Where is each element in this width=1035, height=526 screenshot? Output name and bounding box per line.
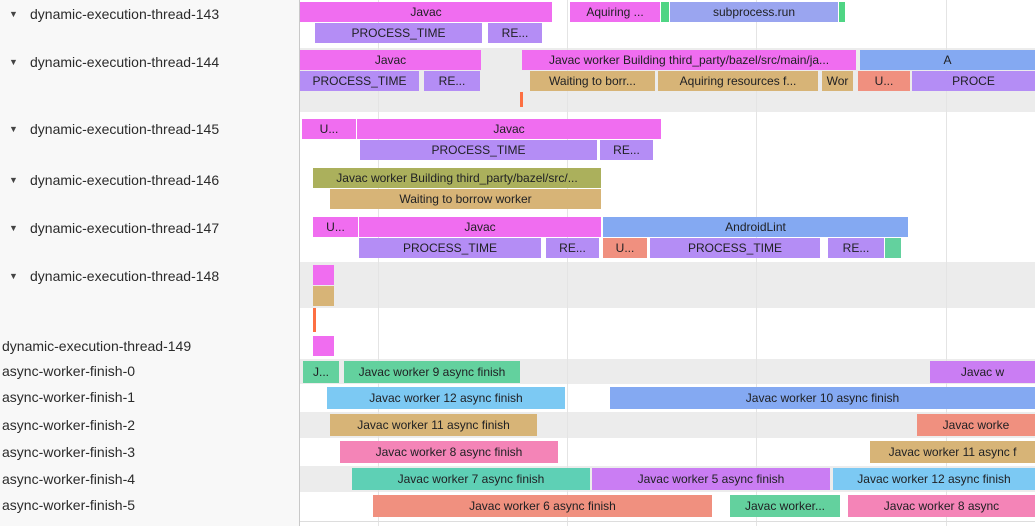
trace-slice[interactable]: U... [858, 71, 910, 91]
trace-slice[interactable]: Javac worker... [730, 495, 840, 517]
trace-slice[interactable]: PROCESS_TIME [360, 140, 597, 160]
trace-slice[interactable]: Aquiring ... [570, 2, 660, 22]
trace-slice[interactable]: RE... [546, 238, 599, 258]
trace-slice[interactable]: RE... [828, 238, 884, 258]
trace-slice[interactable]: Javac worker 12 async finish [327, 387, 565, 409]
trace-slice[interactable]: Javac worker 9 async finish [344, 361, 520, 383]
trace-slice[interactable] [313, 265, 334, 285]
gridline [378, 0, 379, 526]
trace-slice[interactable]: Javac worker 10 async finish [610, 387, 1035, 409]
trace-slice[interactable]: U... [603, 238, 647, 258]
gridline [946, 0, 947, 526]
trace-slice[interactable]: Javac worker Building third_party/bazel/… [522, 50, 856, 70]
track-name: async-worker-finish-0 [2, 363, 136, 379]
track-label-row[interactable]: ▼ dynamic-execution-thread-145 [0, 119, 298, 139]
gridline [567, 0, 568, 526]
trace-slice[interactable]: Javac worker Building third_party/bazel/… [313, 168, 601, 188]
track-label-row[interactable]: async-worker-finish-2 [0, 415, 298, 435]
trace-slice[interactable]: PROCESS_TIME [300, 71, 419, 91]
trace-slice[interactable]: Javac [359, 217, 601, 237]
track-name: async-worker-finish-1 [2, 389, 136, 405]
trace-slice[interactable]: Javac worker 8 async finish [340, 441, 558, 463]
trace-slice[interactable]: A [860, 50, 1035, 70]
collapse-triangle-icon[interactable]: ▼ [9, 271, 18, 281]
track-name: dynamic-execution-thread-146 [30, 172, 220, 188]
trace-slice[interactable]: U... [302, 119, 356, 139]
track-label-row[interactable]: ▼ dynamic-execution-thread-147 [0, 218, 298, 238]
trace-slice[interactable]: PROCESS_TIME [359, 238, 541, 258]
trace-slice[interactable] [661, 2, 669, 22]
trace-slice[interactable]: Javac worker 6 async finish [373, 495, 712, 517]
track-name: dynamic-execution-thread-144 [30, 54, 220, 70]
trace-slice[interactable]: Javac [300, 2, 552, 22]
trace-slice[interactable] [313, 286, 334, 306]
trace-slice[interactable]: Javac worker 11 async f [870, 441, 1035, 463]
track-background-band [300, 262, 1035, 308]
track-name: async-worker-finish-3 [2, 444, 136, 460]
track-label-row[interactable]: ▼ dynamic-execution-thread-146 [0, 170, 298, 190]
trace-slice[interactable]: Javac [300, 50, 481, 70]
trace-slice[interactable]: subprocess.run [670, 2, 838, 22]
gridline [756, 0, 757, 526]
track-label-row[interactable]: async-worker-finish-0 [0, 361, 298, 381]
track-name: dynamic-execution-thread-148 [30, 268, 220, 284]
trace-slice[interactable] [839, 2, 845, 22]
trace-slice[interactable]: Aquiring resources f... [658, 71, 818, 91]
track-name: dynamic-execution-thread-143 [30, 6, 220, 22]
collapse-triangle-icon[interactable]: ▼ [9, 124, 18, 134]
track-name: async-worker-finish-2 [2, 417, 136, 433]
trace-slice[interactable]: J... [303, 361, 339, 383]
track-name: async-worker-finish-5 [2, 497, 136, 513]
track-label-row[interactable]: async-worker-finish-1 [0, 387, 298, 407]
track-name: dynamic-execution-thread-147 [30, 220, 220, 236]
trace-slice[interactable]: Waiting to borr... [530, 71, 655, 91]
trace-slice[interactable]: U... [313, 217, 358, 237]
track-label-row[interactable]: async-worker-finish-5 [0, 495, 298, 515]
trace-slice[interactable] [885, 238, 901, 258]
track-name: dynamic-execution-thread-149 [2, 338, 192, 354]
collapse-triangle-icon[interactable]: ▼ [9, 223, 18, 233]
instant-event-marker[interactable] [313, 308, 316, 332]
track-label-row[interactable]: ▼ dynamic-execution-thread-143 [0, 4, 298, 24]
trace-slice[interactable]: Javac [357, 119, 661, 139]
trace-slice[interactable]: RE... [424, 71, 480, 91]
trace-slice[interactable]: Javac worker 8 async [848, 495, 1035, 517]
trace-slice[interactable]: RE... [488, 23, 542, 43]
track-label-row[interactable]: ▼ dynamic-execution-thread-148 [0, 266, 298, 286]
instant-event-marker[interactable] [520, 92, 523, 107]
track-name: async-worker-finish-4 [2, 471, 136, 487]
trace-slice[interactable]: Waiting to borrow worker [330, 189, 601, 209]
track-name-panel: ▼ dynamic-execution-thread-143 ▼ dynamic-ex… [0, 0, 300, 526]
trace-slice[interactable]: Javac worker 12 async finish [833, 468, 1035, 490]
trace-slice[interactable]: AndroidLint [603, 217, 908, 237]
track-label-row[interactable]: ▼ dynamic-execution-thread-144 [0, 52, 298, 72]
row-separator [300, 521, 1035, 522]
trace-slice[interactable]: PROCESS_TIME [315, 23, 482, 43]
track-name: dynamic-execution-thread-145 [30, 121, 220, 137]
trace-slice[interactable]: Javac worke [917, 414, 1035, 436]
trace-slice[interactable]: Javac worker 7 async finish [352, 468, 590, 490]
track-label-row[interactable]: async-worker-finish-3 [0, 442, 298, 462]
timeline-canvas[interactable]: Javac Aquiring ... subprocess.run PROCESS_T… [300, 0, 1035, 526]
trace-slice[interactable]: PROCE [912, 71, 1035, 91]
trace-slice[interactable]: Javac worker 11 async finish [330, 414, 537, 436]
trace-slice[interactable]: Javac w [930, 361, 1035, 383]
collapse-triangle-icon[interactable]: ▼ [9, 175, 18, 185]
track-label-row[interactable]: async-worker-finish-4 [0, 469, 298, 489]
trace-slice[interactable]: Javac worker 5 async finish [592, 468, 830, 490]
trace-slice[interactable]: PROCESS_TIME [650, 238, 820, 258]
trace-slice[interactable]: Wor [822, 71, 853, 91]
track-label-row[interactable]: dynamic-execution-thread-149 [0, 336, 298, 356]
collapse-triangle-icon[interactable]: ▼ [9, 9, 18, 19]
trace-slice[interactable]: RE... [600, 140, 653, 160]
trace-slice[interactable] [313, 336, 334, 356]
collapse-triangle-icon[interactable]: ▼ [9, 57, 18, 67]
